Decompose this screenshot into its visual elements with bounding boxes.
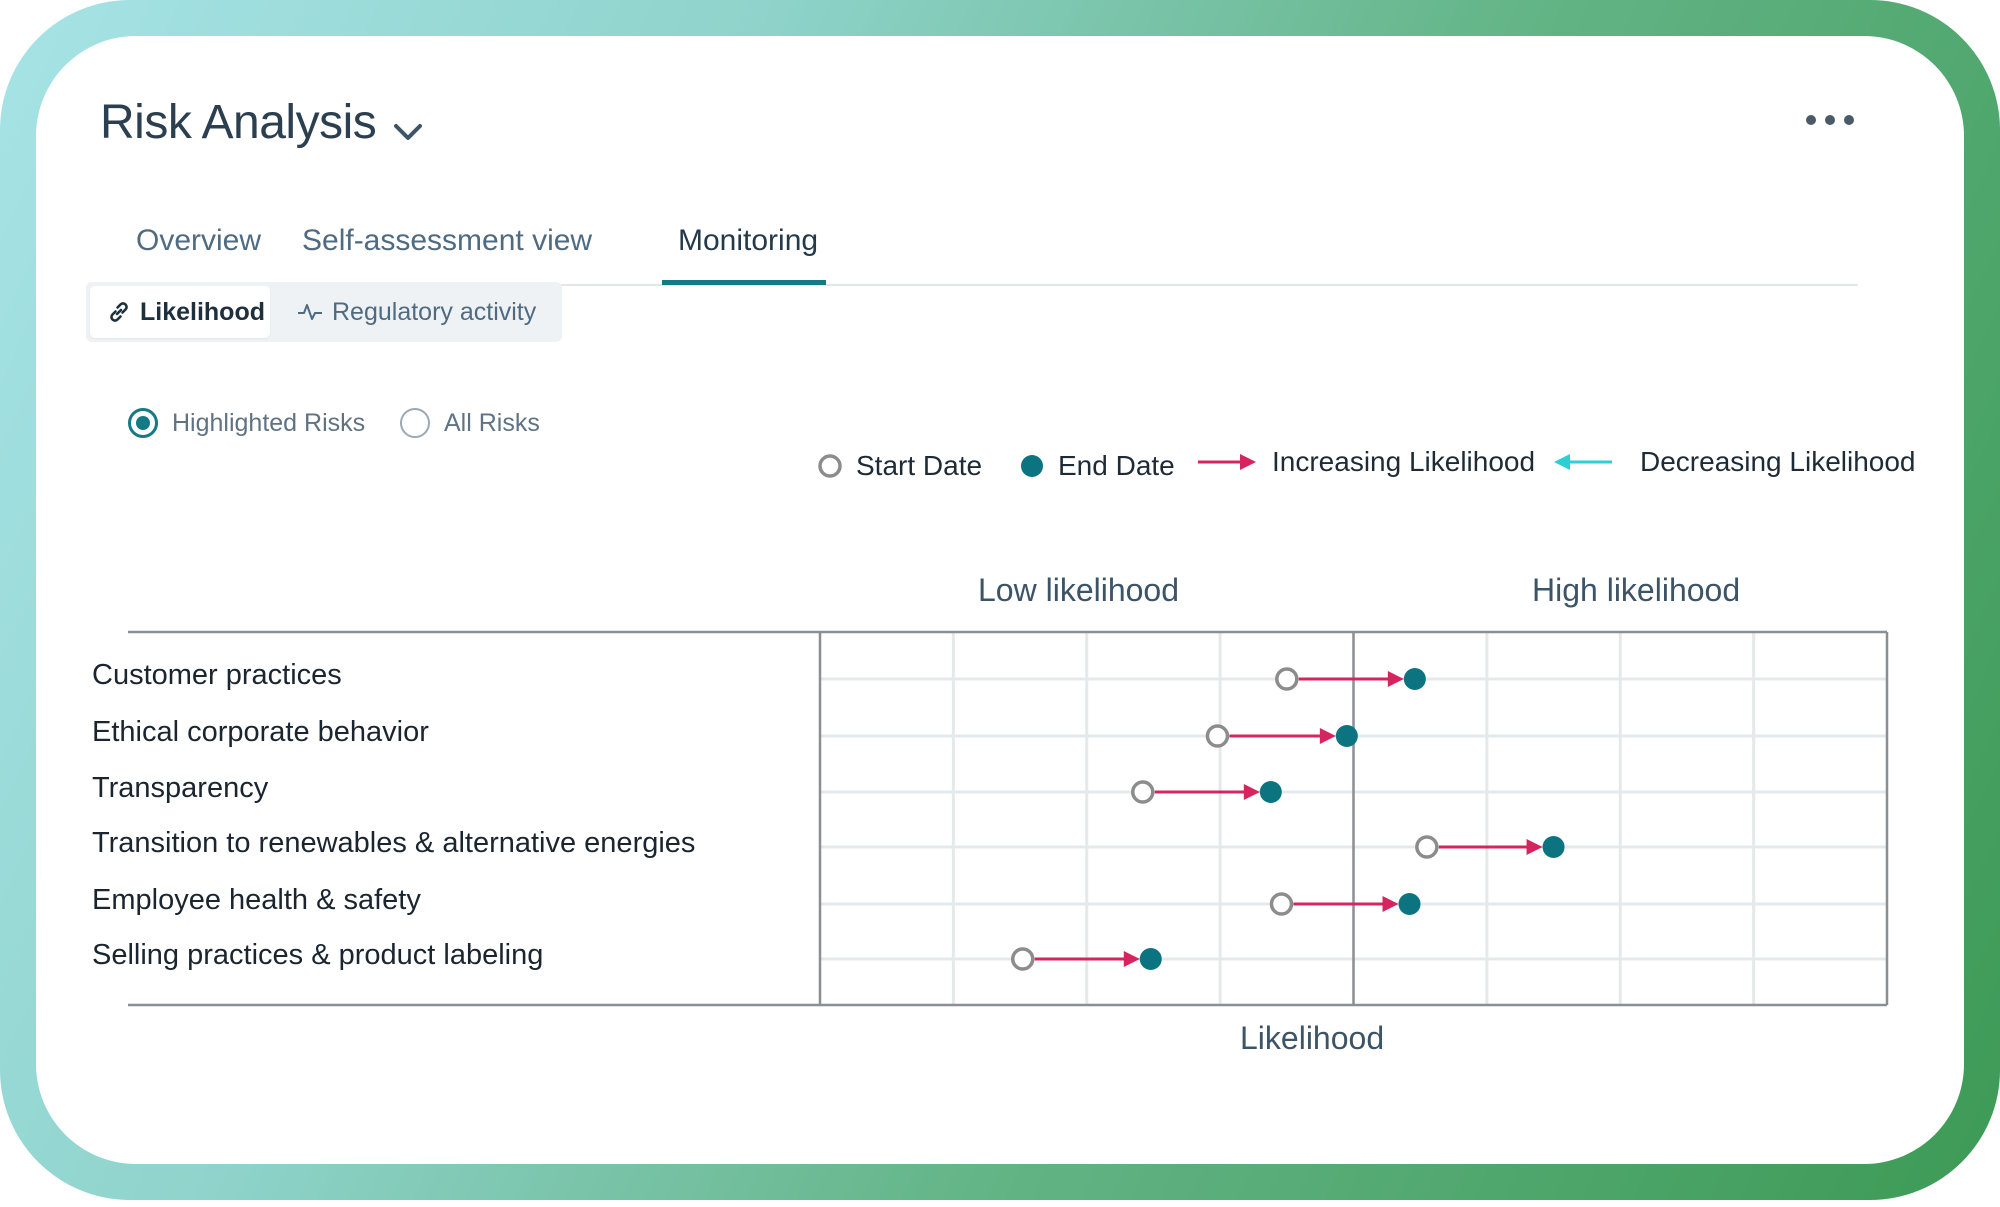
legend-end-label: End Date: [1058, 450, 1175, 481]
page-title: Risk Analysis: [100, 96, 377, 149]
start-date-point: [1275, 667, 1299, 691]
change-arrow-head: [1319, 728, 1336, 744]
activity-icon: [298, 304, 322, 320]
arrow-right-icon: [1198, 454, 1256, 470]
all-risks-label: All Risks: [444, 408, 540, 437]
start-date-point: [1205, 724, 1230, 748]
band-label-low: Low likelihood: [978, 572, 1180, 608]
chevron-down-icon[interactable]: [388, 112, 428, 152]
end-date-point: [1335, 725, 1358, 747]
end-date-point: [1403, 668, 1426, 690]
tab-overview[interactable]: Overview: [136, 224, 262, 257]
end-date-point: [1542, 836, 1565, 858]
risk-row-label: Ethical corporate behavior: [92, 716, 429, 748]
regulatory-activity-toggle-button[interactable]: Regulatory activity: [286, 286, 536, 338]
risk-row-label: Customer practices: [92, 659, 342, 691]
end-date-point: [1139, 948, 1162, 970]
view-toggle: Likelihood Regulatory activity: [86, 282, 562, 342]
legend-decreasing-likelihood: Decreasing Likelihood: [1550, 446, 1916, 478]
risk-row-label: Selling practices & product labeling: [92, 939, 544, 971]
legend-increasing-label: Increasing Likelihood: [1272, 446, 1536, 477]
change-arrow-head: [1243, 784, 1260, 800]
highlighted-risks-radio[interactable]: Highlighted Risks: [128, 408, 365, 438]
all-risks-radio[interactable]: All Risks: [400, 408, 540, 438]
arrow-left-icon: [1554, 454, 1612, 470]
tab-monitoring[interactable]: Monitoring: [678, 224, 819, 257]
likelihood-toggle-button[interactable]: Likelihood: [90, 286, 270, 338]
start-date-point: [1269, 892, 1294, 916]
band-label-high: High likelihood: [1532, 572, 1741, 608]
more-options-icon[interactable]: [1800, 105, 1860, 135]
end-date-point: [1259, 781, 1282, 803]
legend-end-date: End Date: [1018, 450, 1175, 482]
legend-start-date: Start Date: [816, 450, 982, 482]
radio-checked-icon[interactable]: [128, 408, 158, 438]
active-tab-indicator: [662, 280, 826, 285]
change-arrow-head: [1123, 951, 1140, 967]
risk-analysis-card: [36, 36, 1964, 1164]
risk-row-label: Transparency: [92, 772, 269, 804]
change-arrow-head: [1387, 671, 1404, 687]
risk-row-label: Transition to renewables & alternative e…: [92, 827, 696, 859]
start-date-point: [1010, 947, 1035, 971]
tab-self-assessment-view[interactable]: Self-assessment view: [302, 224, 593, 257]
legend-increasing-likelihood: Increasing Likelihood: [1196, 446, 1535, 478]
likelihood-toggle-label: Likelihood: [140, 297, 265, 326]
radio-unchecked-icon[interactable]: [400, 408, 430, 438]
highlighted-risks-label: Highlighted Risks: [172, 408, 366, 437]
start-date-point: [1415, 835, 1439, 859]
hollow-circle-icon: [818, 454, 842, 478]
end-date-point: [1398, 893, 1421, 915]
start-date-point: [1131, 780, 1155, 804]
tab-bar: Overview Self-assessment view Monitoring: [100, 210, 1858, 286]
link-icon: [110, 302, 128, 322]
legend-decreasing-label: Decreasing Likelihood: [1640, 446, 1916, 477]
legend-start-label: Start Date: [856, 450, 983, 481]
filled-circle-icon: [1021, 455, 1043, 477]
regulatory-activity-toggle-label: Regulatory activity: [332, 297, 537, 326]
x-axis-title: Likelihood: [1240, 1020, 1385, 1056]
risk-row-label: Employee health & safety: [92, 884, 421, 916]
change-arrow-head: [1382, 896, 1399, 912]
change-arrow-head: [1526, 839, 1543, 855]
